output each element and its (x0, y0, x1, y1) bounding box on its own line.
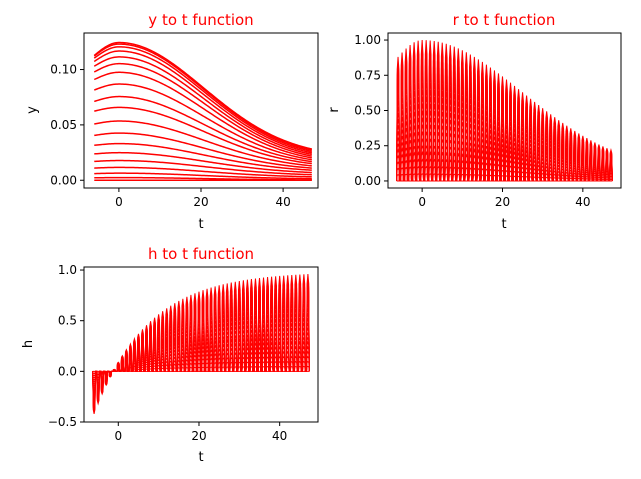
x-axis-label: t (501, 217, 506, 232)
x-tick-label: 40 (575, 195, 590, 209)
chart-title: h to t function (148, 245, 254, 263)
y-axis-label: h (21, 340, 36, 348)
chart-title: y to t function (148, 11, 253, 29)
y-axis: −0.5 0.0 0.5 1.0 (48, 263, 84, 429)
series-line (92, 274, 310, 414)
x-tick-label: 0 (114, 429, 122, 443)
y-tick-label: 0.00 (354, 174, 381, 188)
y-axis-label: r (327, 107, 342, 113)
series-line (93, 43, 313, 151)
series-line (94, 172, 312, 180)
series-line (93, 41, 313, 150)
series-line (93, 56, 312, 156)
y-tick-label: 1.0 (58, 263, 77, 277)
y-tick-label: 0.10 (50, 63, 77, 77)
x-axis: 0 20 40 (418, 188, 590, 209)
series-line (94, 106, 312, 165)
x-tick-label: 0 (115, 195, 123, 209)
y-axis: 0.00 0.05 0.10 (50, 63, 84, 187)
series-line (94, 142, 312, 171)
chart-title: r to t function (453, 11, 556, 29)
y-tick-label: 0.00 (50, 173, 77, 187)
series-line (94, 95, 312, 163)
chart-h-to-t: 0 20 40 −0.5 0.0 0.5 1.0 h to t function t h (21, 245, 319, 465)
series-line (94, 151, 312, 174)
y-tick-label: −0.5 (48, 415, 77, 429)
series-line (93, 46, 313, 153)
plot-lines (396, 40, 613, 182)
x-tick-label: 20 (193, 195, 208, 209)
x-tick-label: 20 (495, 195, 510, 209)
y-tick-label: 0.25 (354, 139, 381, 153)
x-tick-label: 20 (191, 429, 206, 443)
y-tick-label: 0.50 (354, 104, 381, 118)
series-line (94, 166, 312, 178)
x-tick-label: 40 (272, 429, 287, 443)
y-tick-label: 0.75 (354, 68, 381, 82)
y-axis-label: y (25, 106, 40, 114)
y-tick-label: 0.0 (58, 364, 77, 378)
y-axis: 0.00 0.25 0.50 0.75 1.00 (354, 33, 388, 188)
plot-lines (92, 274, 310, 414)
x-tick-label: 40 (275, 195, 290, 209)
series-line (94, 159, 312, 176)
chart-y-to-t: 0 20 40 0.00 0.05 0.10 y to t function t y (25, 11, 319, 232)
series-line (93, 83, 312, 161)
y-tick-label: 0.5 (58, 314, 77, 328)
series-line (94, 176, 312, 181)
x-axis-label: t (198, 217, 203, 232)
series-line (94, 132, 312, 169)
series-line (93, 62, 312, 157)
x-axis: 0 20 40 (115, 188, 291, 209)
plot-lines (93, 41, 313, 181)
y-tick-label: 1.00 (354, 33, 381, 47)
series-line (94, 120, 312, 167)
series-line (93, 50, 313, 154)
y-tick-label: 0.05 (50, 118, 77, 132)
chart-r-to-t: 0 20 40 0.00 0.25 0.50 0.75 1.00 r to t functi… (327, 11, 622, 232)
axes-frame (83, 266, 319, 423)
series-line (396, 40, 613, 182)
x-axis-label: t (198, 450, 203, 465)
x-axis: 0 20 40 (114, 422, 287, 443)
series-line (93, 71, 312, 159)
x-tick-label: 0 (418, 195, 426, 209)
